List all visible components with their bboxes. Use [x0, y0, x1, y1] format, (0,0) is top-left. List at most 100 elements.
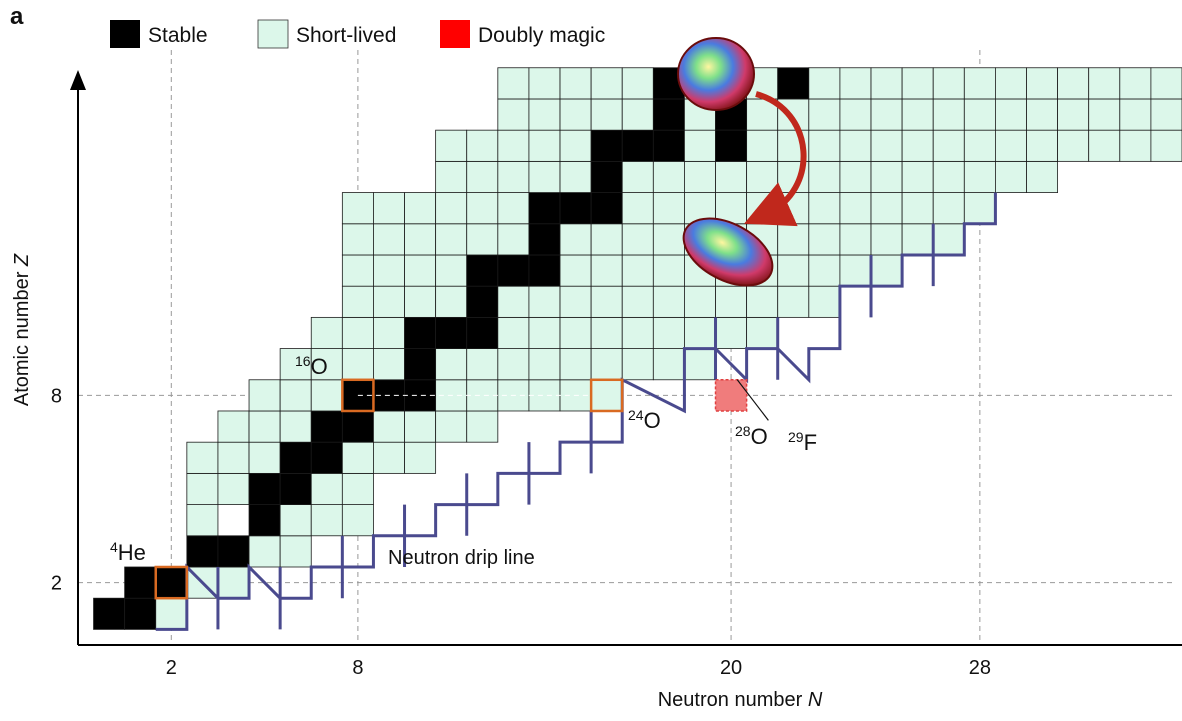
nuclide-cell: [373, 255, 404, 286]
nuclide-cell: [342, 349, 373, 380]
nuclide-cell: [840, 224, 871, 255]
nuclide-cell: [653, 130, 684, 161]
nuclide-cell: [653, 193, 684, 224]
nuclide-cell: [622, 130, 653, 161]
spherical-nucleus: [678, 38, 754, 110]
nuclide-cell: [560, 317, 591, 348]
nuclide-cell: [591, 317, 622, 348]
nuclide-cell: [902, 193, 933, 224]
nuclide-cell: [560, 224, 591, 255]
nuclide-cell: [342, 224, 373, 255]
isotope-label: 4He: [110, 539, 146, 565]
nuclide-cell: [716, 161, 747, 192]
nuclide-cell: [249, 442, 280, 473]
nuclide-cell: [591, 193, 622, 224]
nuclide-cell: [218, 473, 249, 504]
nuclide-cell: [467, 224, 498, 255]
nuclide-cell: [622, 224, 653, 255]
nuclide-cell: [529, 224, 560, 255]
nuclide-cell: [311, 317, 342, 348]
nuclide-cell: [1027, 68, 1058, 99]
nuclide-cell: [373, 442, 404, 473]
nuclide-cell: [653, 255, 684, 286]
legend-label: Short-lived: [296, 24, 396, 47]
nuclide-cell: [467, 161, 498, 192]
page: {"chart_data": { "type": "nuclide-chart"…: [0, 0, 1182, 721]
nuclide-cell: [156, 567, 187, 598]
nuclide-cell: [498, 224, 529, 255]
nuclide-cell: [809, 68, 840, 99]
nuclide-cell: [809, 99, 840, 130]
nuclide-cell: [840, 130, 871, 161]
legend-swatch: [440, 20, 470, 48]
nuclide-cell: [1027, 161, 1058, 192]
nuclide-cell: [342, 193, 373, 224]
nuclide-cell: [498, 68, 529, 99]
nuclide-cell: [373, 349, 404, 380]
element-symbol: O: [644, 408, 661, 433]
nuclide-cell: [1151, 99, 1182, 130]
nuclide-cell: [964, 68, 995, 99]
nuclide-cell: [311, 380, 342, 411]
nuclide-cell: [560, 193, 591, 224]
nuclide-cell: [187, 473, 218, 504]
nuclide-cell: [902, 99, 933, 130]
nuclide-cell: [809, 255, 840, 286]
nuclide-cell: [187, 442, 218, 473]
nuclide-cell: [653, 349, 684, 380]
nuclide-cell: [280, 505, 311, 536]
nuclide-cell: [405, 317, 436, 348]
nuclide-cell: [311, 505, 342, 536]
nuclide-cell: [653, 286, 684, 317]
cell-layer: [94, 68, 1182, 630]
nuclide-cell: [778, 286, 809, 317]
nuclide-cell: [716, 317, 747, 348]
nuclide-cell: [653, 99, 684, 130]
x-tick-label: 8: [352, 657, 363, 679]
nuclide-cell: [622, 68, 653, 99]
nuclide-cell: [591, 99, 622, 130]
nuclide-cell: [871, 255, 902, 286]
nuclide-cell: [405, 224, 436, 255]
nuclide-cell: [871, 130, 902, 161]
nuclide-cell: [1027, 130, 1058, 161]
nuclide-cell: [809, 193, 840, 224]
nuclide-cell: [964, 99, 995, 130]
nuclide-cell: [591, 130, 622, 161]
nuclide-cell: [467, 255, 498, 286]
nuclide-cell: [684, 317, 715, 348]
nuclide-cell: [1120, 99, 1151, 130]
nuclide-cell: [529, 130, 560, 161]
nuclide-cell: [498, 286, 529, 317]
nuclide-cell: [747, 286, 778, 317]
nuclide-cell: [995, 161, 1026, 192]
nuclide-cell: [902, 224, 933, 255]
nuclide-cell: [560, 255, 591, 286]
nuclide-cell: [280, 380, 311, 411]
nuclide-cell: [933, 130, 964, 161]
nuclide-cell: [125, 567, 156, 598]
isotope-label: 28O: [735, 423, 768, 449]
nuclide-cell: [1058, 68, 1089, 99]
nuclide-cell: [1089, 99, 1120, 130]
y-tick-label: 2: [51, 573, 62, 595]
nuclide-cell: [591, 380, 622, 411]
nuclide-cell: [218, 411, 249, 442]
nuclide-cell: [218, 536, 249, 567]
nuclide-cell: [778, 255, 809, 286]
nuclide-cell: [529, 317, 560, 348]
mass-number: 16: [295, 353, 311, 369]
nuclide-cell: [995, 130, 1026, 161]
nuclide-cell: [871, 68, 902, 99]
nuclide-cell: [94, 598, 125, 629]
nuclide-cell: [311, 473, 342, 504]
nuclide-cell: [809, 224, 840, 255]
nuclide-cell: [249, 536, 280, 567]
nuclide-cell: [1151, 68, 1182, 99]
nuclide-cell: [591, 68, 622, 99]
nuclide-cell: [591, 349, 622, 380]
x-tick-label: 20: [720, 657, 742, 679]
nuclide-cell: [684, 286, 715, 317]
nuclide-cell: [342, 442, 373, 473]
nuclide-cell: [373, 317, 404, 348]
